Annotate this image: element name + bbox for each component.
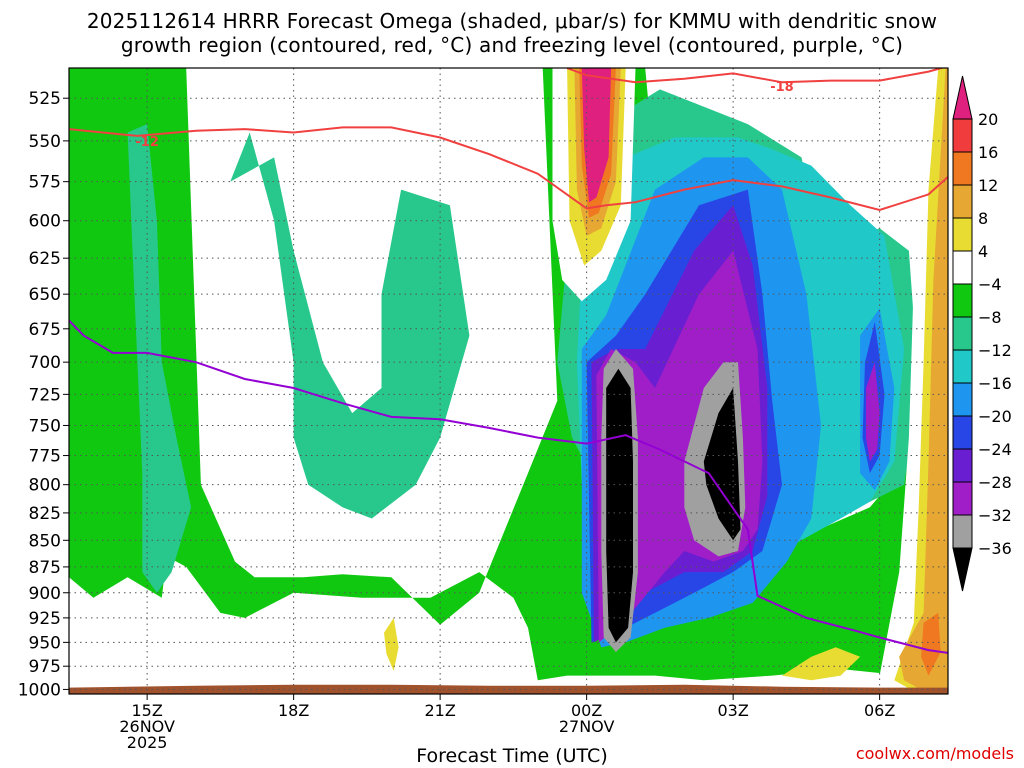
plot-area: -12 -18 — [69, 68, 948, 694]
chart-title-line-1: 2025112614 HRRR Forecast Omega (shaded, … — [86, 9, 938, 33]
x-tick-label-0-2: 2025 — [127, 733, 168, 752]
colorbar-label-9: −20 — [978, 407, 1012, 426]
omega-region-25 — [782, 647, 861, 681]
colorbar-bin-9 — [952, 382, 973, 417]
colorbar-bin-6 — [952, 283, 973, 318]
colorbar-bin-4 — [952, 217, 973, 252]
y-tick-label-525: 525 — [29, 89, 61, 109]
omega-region-26 — [384, 617, 399, 671]
colorbar-top-arrow — [952, 75, 973, 120]
omega-region-1 — [127, 124, 192, 593]
omega-region-24 — [921, 612, 941, 676]
y-tick-label-575: 575 — [29, 173, 61, 193]
chart-title-line-2: growth region (contoured, red, °C) and f… — [120, 33, 904, 57]
x-tick-label-0-0: 15Z — [131, 701, 162, 720]
dendritic-contour-1 — [566, 68, 946, 84]
colorbar-label-1: 16 — [978, 143, 998, 162]
colorbar-bin-7 — [952, 316, 973, 351]
y-tick-label-1000: 1000 — [18, 680, 61, 700]
y-tick-label-625: 625 — [29, 249, 61, 269]
omega-region-2 — [230, 132, 470, 519]
colorbar-label-2: 12 — [978, 176, 998, 195]
x-tick-label-5-0: 06Z — [864, 701, 895, 720]
omega-region-14 — [606, 368, 633, 643]
omega-region-20 — [581, 68, 612, 203]
x-tick-label-0-1: 26NOV — [119, 717, 175, 736]
omega-region-23 — [899, 68, 948, 694]
omega-region-15 — [703, 388, 741, 541]
colorbar-label-12: −32 — [978, 506, 1012, 525]
colorbar-label-8: −16 — [978, 374, 1012, 393]
y-tick-label-775: 775 — [29, 447, 61, 467]
grid-layer — [69, 68, 948, 694]
colorbar-label-13: −36 — [978, 539, 1012, 558]
ground-layer — [69, 684, 948, 694]
contour-layer: -12 -18 — [69, 68, 948, 654]
plot-frame — [68, 67, 949, 695]
y-tick-label-825: 825 — [29, 504, 61, 524]
dendritic-contour-label-0: -12 — [135, 135, 159, 150]
ground-terrain — [69, 684, 948, 694]
y-tick-label-950: 950 — [29, 633, 61, 653]
colorbar-bin-13 — [952, 514, 973, 549]
colorbar-label-6: −8 — [978, 308, 1002, 327]
colorbar-bin-11 — [952, 448, 973, 483]
colorbar-label-11: −28 — [978, 473, 1012, 492]
x-tick-label-2-0: 21Z — [424, 701, 455, 720]
credit-link[interactable]: coolwx.com/models — [855, 744, 1014, 763]
y-tick-label-600: 600 — [29, 212, 61, 232]
dendritic-contour-0 — [69, 126, 948, 212]
y-tick-label-700: 700 — [29, 353, 61, 373]
x-tick-label-3-1: 27NOV — [559, 717, 615, 736]
omega-region-11 — [866, 362, 880, 462]
colorbar-label-0: 20 — [978, 110, 998, 129]
colorbar-bin-5 — [952, 250, 973, 285]
dendritic-contour-label-1: -18 — [770, 80, 794, 95]
y-tick-label-675: 675 — [29, 320, 61, 340]
y-tick-label-850: 850 — [29, 531, 61, 551]
omega-shading-layer — [69, 68, 948, 694]
colorbar-bin-10 — [952, 415, 973, 450]
y-axis: 525 550 575 600 625 650 675 700 725 750 775 800 825 8… — [18, 89, 69, 700]
colorbar-bin-2 — [952, 151, 973, 186]
y-tick-label-725: 725 — [29, 385, 61, 405]
colorbar-bin-8 — [952, 349, 973, 384]
colorbar-bin-12 — [952, 481, 973, 516]
y-tick-label-975: 975 — [29, 657, 61, 677]
colorbar-label-4: 4 — [978, 242, 988, 261]
colorbar-bottom-arrow — [952, 547, 973, 592]
y-tick-label-800: 800 — [29, 476, 61, 496]
colorbar-label-3: 8 — [978, 209, 988, 228]
colorbar-bin-1 — [952, 118, 973, 153]
y-tick-label-925: 925 — [29, 609, 61, 629]
freezing-level-contour — [69, 319, 948, 654]
colorbar-label-10: −24 — [978, 440, 1012, 459]
x-tick-label-3-0: 00Z — [571, 701, 602, 720]
y-tick-label-550: 550 — [29, 132, 61, 152]
colorbar-label-7: −12 — [978, 341, 1012, 360]
colorbar-bin-3 — [952, 184, 973, 219]
x-tick-label-1-0: 18Z — [278, 701, 309, 720]
colorbar: 20 16 12 8 4 −4 −8 −12 −16 −20 −24 −28 −32 −36 — [952, 75, 1012, 592]
y-tick-label-750: 750 — [29, 416, 61, 436]
colorbar-label-5: −4 — [978, 275, 1002, 294]
x-axis-title: Forecast Time (UTC) — [416, 745, 608, 767]
y-tick-label-875: 875 — [29, 558, 61, 578]
y-tick-label-900: 900 — [29, 584, 61, 604]
x-tick-label-4-0: 03Z — [717, 701, 748, 720]
y-tick-label-650: 650 — [29, 285, 61, 305]
